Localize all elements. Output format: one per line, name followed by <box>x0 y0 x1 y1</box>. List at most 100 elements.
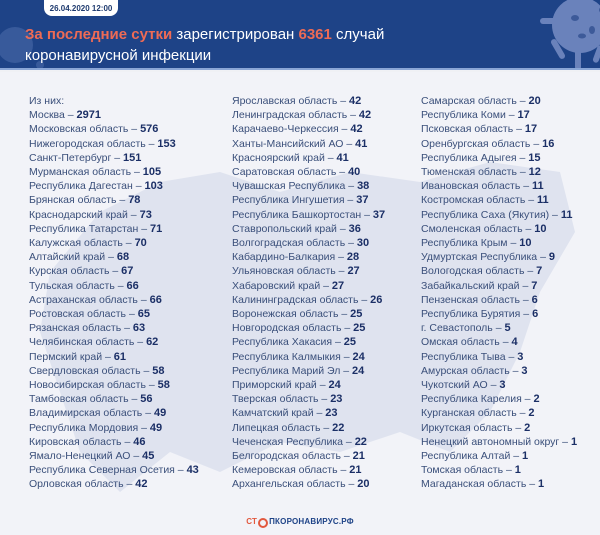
list-item: Амурская область – 3 <box>421 364 528 377</box>
list-item: Брянская область – 78 <box>29 194 141 207</box>
virus-stop-icon <box>258 517 269 528</box>
list-item: Республика Тыва – 3 <box>421 350 524 363</box>
list-item: Ульяновская область – 27 <box>232 265 360 278</box>
headline-end: случай <box>331 26 385 43</box>
virus-icon <box>540 0 600 68</box>
headline-accent: За последние сутки <box>25 26 173 43</box>
list-item: Красноярский край – 41 <box>232 151 349 164</box>
content-area: Из них: Москва – 2971 Московская область… <box>0 72 600 535</box>
list-item: Республика Саха (Якутия) – 11 <box>421 208 573 221</box>
list-item: Республика Мордовия – 49 <box>29 421 163 434</box>
list-item: Иркутская область – 2 <box>421 421 531 434</box>
list-item: Пермский край – 61 <box>29 350 127 363</box>
list-item: Рязанская область – 63 <box>29 322 146 335</box>
logo-text-part1: СТ <box>246 517 258 526</box>
headline-line2: коронавирусной инфекции <box>25 47 212 64</box>
list-item: Республика Башкортостан – 37 <box>232 208 386 221</box>
list-item: Калужская область – 70 <box>29 237 147 250</box>
list-item: Ставропольский край – 36 <box>232 222 361 235</box>
date-badge: 26.04.2020 12:00 <box>44 0 118 16</box>
list-item: Чувашская Республика – 38 <box>232 180 370 193</box>
list-item: Липецкая область – 22 <box>232 421 345 434</box>
list-item: Новосибирская область – 58 <box>29 379 170 392</box>
list-item: Кабардино-Балкария – 28 <box>232 251 360 264</box>
logo-text-part2: ПКОРОНАВИРУС.РФ <box>269 517 354 526</box>
list-item: Воронежская область – 25 <box>232 308 363 321</box>
list-item: Омская область – 4 <box>421 336 518 349</box>
list-item: Ивановская область – 11 <box>421 180 544 193</box>
list-item: Республика Калмыкия – 24 <box>232 350 365 363</box>
list-item: Владимирская область – 49 <box>29 407 167 420</box>
header-banner: 26.04.2020 12:00 За последние сутки заре… <box>0 0 600 70</box>
list-item: Вологодская область – 7 <box>421 265 543 278</box>
list-item: Калининградская область – 26 <box>232 293 383 306</box>
list-item: Республика Ингушетия – 37 <box>232 194 369 207</box>
list-item: Чукотский АО – 3 <box>421 379 506 392</box>
list-item: Курганская область – 2 <box>421 407 535 420</box>
list-item: Оренбургская область – 16 <box>421 137 555 150</box>
list-item: Волгоградская область – 30 <box>232 237 370 250</box>
list-intro: Из них: <box>29 95 65 107</box>
headline-mid: зарегистрирован <box>172 26 299 43</box>
footer-logo: СТ ПКОРОНАВИРУС.РФ <box>0 508 600 535</box>
list-item: Республика Бурятия – 6 <box>421 308 539 321</box>
list-item: Томская область – 1 <box>421 464 521 477</box>
list-item: Республика Татарстан – 71 <box>29 222 163 235</box>
list-item: Орловская область – 42 <box>29 478 148 491</box>
list-item: Республика Хакасия – 25 <box>232 336 357 349</box>
list-item: Кемеровская область – 21 <box>232 464 362 477</box>
list-item: Челябинская область – 62 <box>29 336 159 349</box>
list-item: Чеченская Республика – 22 <box>232 435 367 448</box>
list-item: Республика Северная Осетия – 43 <box>29 464 199 477</box>
list-item: Тюменская область – 12 <box>421 166 541 179</box>
list-item: Ростовская область – 65 <box>29 308 150 321</box>
list-item: Ненецкий автономный округ – 1 <box>421 435 578 448</box>
list-item: Республика Карелия – 2 <box>421 393 540 406</box>
case-count: 6361 <box>298 26 332 43</box>
list-item: Астраханская область – 66 <box>29 293 162 306</box>
region-column-1: Из них: Москва – 2971 Московская область… <box>29 94 199 492</box>
list-item: Пензенская область – 6 <box>421 293 538 306</box>
list-item: Карачаево-Черкессия – 42 <box>232 123 363 136</box>
list-item: Москва – 2971 <box>29 109 102 122</box>
list-item: Ямало-Ненецкий АО – 45 <box>29 450 155 463</box>
list-item: Свердловская область – 58 <box>29 364 165 377</box>
list-item: Республика Дагестан – 103 <box>29 180 163 193</box>
virus-icon <box>0 27 44 68</box>
list-item: Республика Адыгея – 15 <box>421 151 541 164</box>
list-item: Архангельская область – 20 <box>232 478 370 491</box>
list-item: Курская область – 67 <box>29 265 134 278</box>
list-item: Приморский край – 24 <box>232 379 341 392</box>
region-column-2: Ярославская область – 42 Ленинградская о… <box>232 94 385 492</box>
list-item: Нижегородская область – 153 <box>29 137 176 150</box>
list-item: Республика Крым – 10 <box>421 237 532 250</box>
headline: За последние сутки зарегистрирован 6361 … <box>25 24 445 66</box>
region-column-3: Самарская область – 20 Республика Коми –… <box>421 94 577 492</box>
list-item: Магаданская область – 1 <box>421 478 545 491</box>
list-item: г. Севастополь – 5 <box>421 322 511 335</box>
list-item: Краснодарский край – 73 <box>29 208 152 221</box>
list-item: Удмуртская Республика – 9 <box>421 251 555 264</box>
list-item: Забайкальский край – 7 <box>421 279 538 292</box>
russia-map-background <box>40 162 575 492</box>
list-item: Костромская область – 11 <box>421 194 549 207</box>
list-item: Тверская область – 23 <box>232 393 343 406</box>
list-item: Хабаровский край – 27 <box>232 279 345 292</box>
list-item: Республика Марий Эл – 24 <box>232 364 365 377</box>
list-item: Ленинградская область – 42 <box>232 109 372 122</box>
list-item: Ханты-Мансийский АО – 41 <box>232 137 368 150</box>
list-item: Камчатский край – 23 <box>232 407 338 420</box>
list-item: Саратовская область – 40 <box>232 166 361 179</box>
list-item: Тульская область – 66 <box>29 279 139 292</box>
list-item: Санкт-Петербург – 151 <box>29 151 142 164</box>
list-item: Тамбовская область – 56 <box>29 393 153 406</box>
list-item: Мурманская область – 105 <box>29 166 162 179</box>
list-item: Белгородская область – 21 <box>232 450 365 463</box>
list-item: Алтайский край – 68 <box>29 251 130 264</box>
list-item: Самарская область – 20 <box>421 95 541 107</box>
list-item: Республика Алтай – 1 <box>421 450 529 463</box>
list-item: Ярославская область – 42 <box>232 95 362 107</box>
list-item: Смоленская область – 10 <box>421 222 547 235</box>
list-item: Псковская область – 17 <box>421 123 538 136</box>
list-item: Кировская область – 46 <box>29 435 146 448</box>
